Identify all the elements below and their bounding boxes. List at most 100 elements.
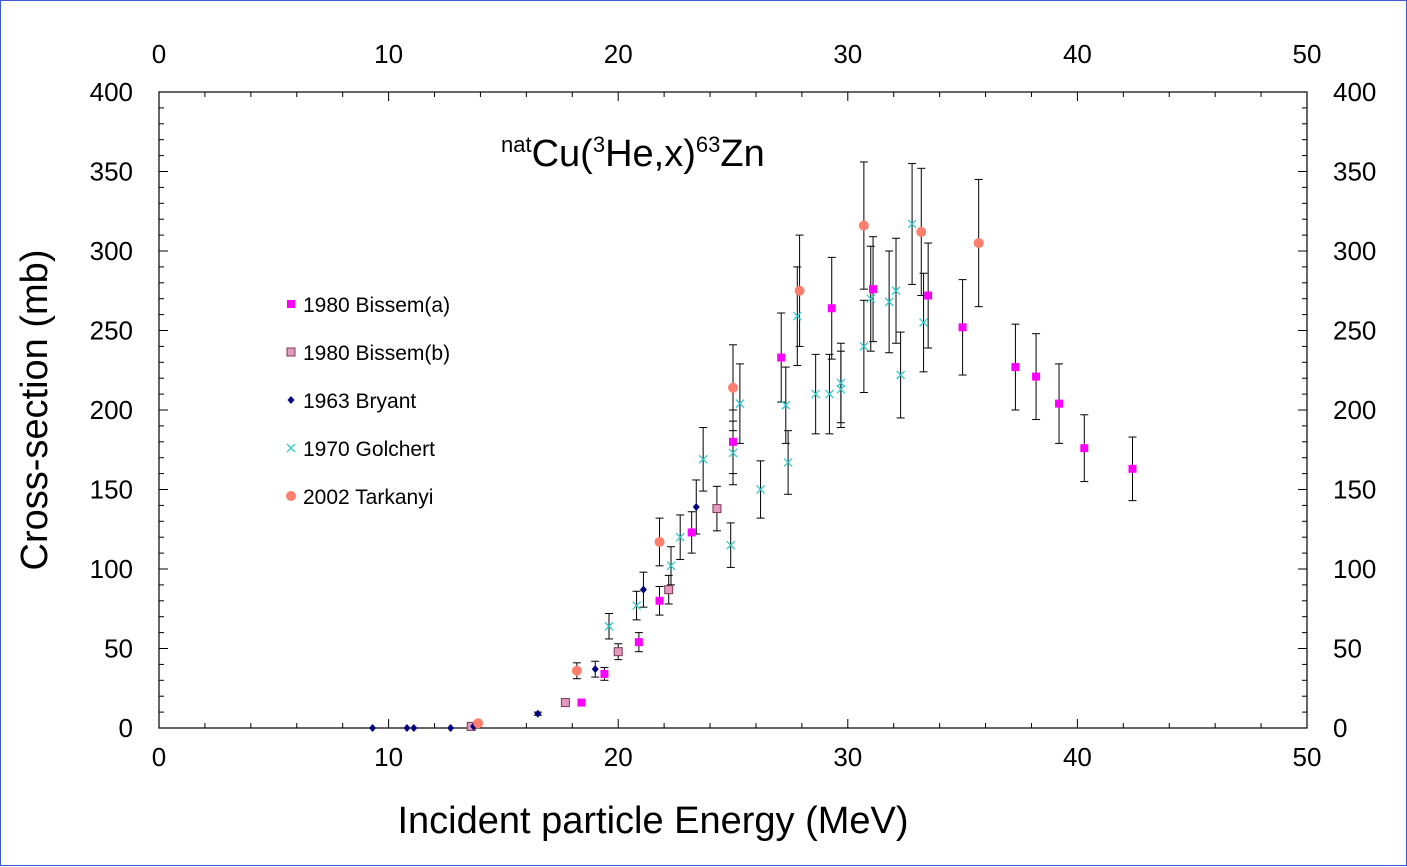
legend-marker	[286, 491, 296, 501]
data-point	[655, 596, 664, 605]
data-point	[1055, 399, 1064, 408]
legend-marker	[286, 347, 296, 357]
chart-title-text: Zn	[720, 133, 764, 175]
data-point	[591, 665, 599, 674]
y-tick-label-left: 50	[104, 634, 133, 664]
data-point	[447, 724, 455, 732]
chart-title-sup: nat	[501, 132, 532, 157]
data-point	[859, 341, 869, 351]
legend-marker	[287, 396, 295, 404]
y-tick-label-right: 250	[1333, 316, 1376, 346]
data-point	[577, 698, 586, 707]
y-tick-label-right: 350	[1333, 157, 1376, 187]
data-point	[777, 353, 786, 362]
data-point	[973, 238, 984, 249]
data-point	[728, 448, 738, 458]
data-point	[836, 384, 846, 394]
data-point	[1032, 372, 1041, 381]
chart-title-text: Cu(	[532, 133, 594, 175]
y-tick-label-left: 350	[90, 157, 133, 187]
error-bars	[533, 161, 1137, 716]
series-1	[466, 504, 722, 731]
data-point	[534, 709, 542, 718]
data-point	[783, 458, 793, 467]
x-tick-label-bottom: 0	[152, 742, 166, 772]
y-tick-label-left: 300	[90, 236, 133, 266]
x-tick-label-bottom: 40	[1063, 742, 1092, 772]
legend-label: 1963 Bryant	[303, 390, 416, 413]
x-tick-label-top: 20	[604, 39, 633, 69]
y-axis-title: Cross-section (mb)	[14, 250, 56, 571]
chart-title-text: He,x)	[605, 133, 696, 175]
data-point	[675, 532, 685, 542]
data-point	[639, 585, 647, 594]
x-tick-label-bottom: 20	[604, 742, 633, 772]
data-point	[728, 382, 738, 393]
data-point	[369, 724, 377, 732]
x-tick-label-top: 10	[374, 39, 403, 69]
y-tick-label-left: 100	[90, 554, 133, 584]
y-tick-label-right: 100	[1333, 554, 1376, 584]
series-0	[577, 285, 1137, 707]
x-tick-label-top: 50	[1293, 39, 1322, 69]
data-point	[634, 638, 643, 647]
data-point	[919, 318, 929, 328]
data-point	[604, 621, 614, 631]
chart-title: natCu(3He,x)63Zn	[501, 132, 765, 175]
data-point	[836, 378, 846, 388]
legend-label: 1970 Golchert	[303, 438, 435, 461]
data-point	[858, 220, 869, 231]
x-axis-title: Incident particle Energy (MeV)	[397, 800, 908, 842]
x-tick-label-bottom: 30	[833, 742, 862, 772]
y-tick-label-left: 250	[90, 316, 133, 346]
data-point	[692, 502, 700, 511]
y-tick-label-right: 0	[1333, 713, 1347, 743]
data-point	[792, 311, 802, 321]
data-point	[811, 389, 821, 399]
data-point	[891, 286, 901, 296]
chart-title-sup: 3	[593, 132, 605, 157]
data-point	[410, 724, 418, 732]
data-point	[560, 698, 570, 708]
y-tick-label-right: 150	[1333, 475, 1376, 505]
data-point	[600, 669, 609, 678]
data-point	[613, 647, 623, 657]
data-point	[1080, 444, 1089, 453]
data-point	[824, 389, 834, 399]
data-point	[698, 454, 708, 464]
legend-marker	[287, 300, 295, 308]
data-point	[958, 323, 967, 332]
x-tick-label-top: 30	[833, 39, 862, 69]
data-point	[924, 291, 933, 300]
data-point	[735, 399, 745, 409]
data-point	[827, 304, 836, 313]
y-tick-label-left: 400	[90, 77, 133, 107]
legend-label: 1980 Bissem(a)	[303, 294, 450, 317]
data-point	[896, 370, 906, 380]
x-tick-label-top: 40	[1063, 39, 1092, 69]
series-4	[473, 220, 984, 729]
legend-label: 2002 Tarkanyi	[303, 486, 433, 509]
data-point	[687, 528, 696, 537]
y-tick-label-right: 50	[1333, 634, 1362, 664]
x-tick-label-bottom: 10	[374, 742, 403, 772]
data-point	[781, 400, 791, 410]
x-tick-label-top: 0	[152, 39, 166, 69]
legend-marker	[286, 443, 296, 453]
chart-title-sup: 63	[696, 132, 720, 157]
data-point	[756, 485, 766, 494]
series-3	[604, 219, 929, 631]
y-tick-label-left: 150	[90, 475, 133, 505]
y-tick-label-right: 300	[1333, 236, 1376, 266]
data-point	[1011, 363, 1020, 372]
legend: 1980 Bissem(a) 1980 Bissem(b) 1963 Bryant 1…	[286, 294, 450, 509]
data-point	[664, 585, 674, 595]
data-point	[794, 285, 805, 296]
data-point	[1128, 464, 1137, 473]
data-point	[907, 219, 917, 229]
data-point	[403, 724, 411, 732]
chart-title-group: natCu(3He,x)63Zn	[501, 132, 765, 175]
